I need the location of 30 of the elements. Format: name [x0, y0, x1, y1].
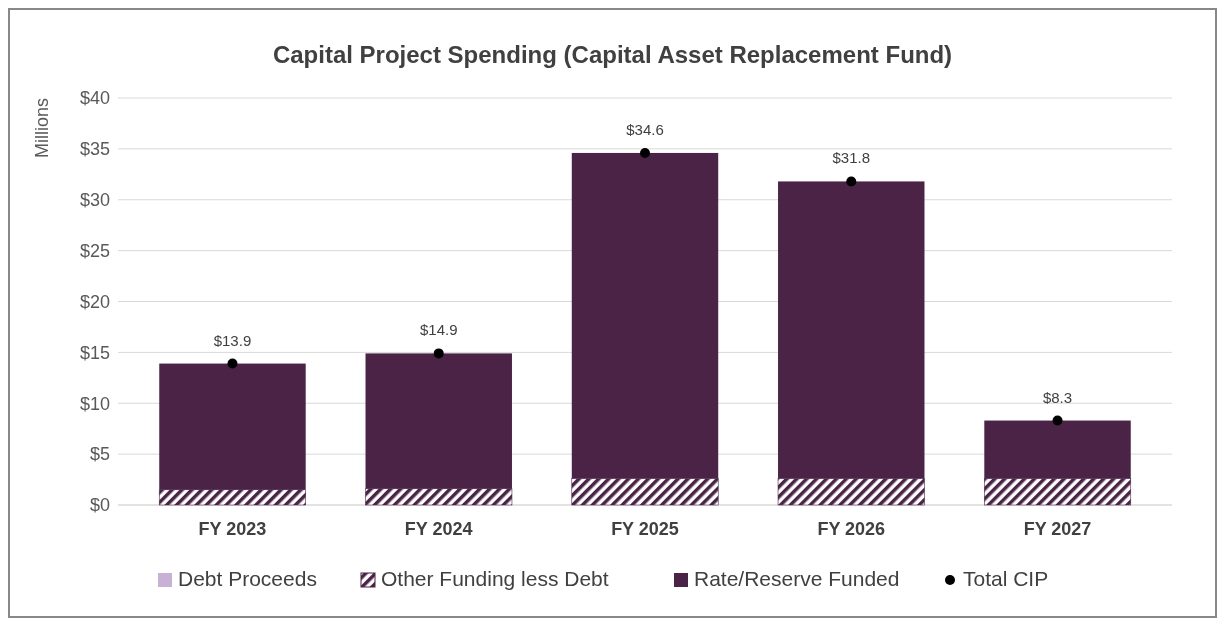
- y-tick-label: $25: [79, 240, 110, 261]
- y-tick-label: $20: [79, 291, 110, 312]
- point: [846, 176, 857, 187]
- x-tick-label: FY 2025: [611, 519, 679, 539]
- point: [227, 358, 238, 369]
- point: [1052, 415, 1063, 426]
- data-label: $8.3: [1042, 388, 1073, 406]
- x-tick-label: FY 2023: [198, 519, 267, 539]
- y-tick-label: $35: [79, 139, 110, 160]
- y-tick-label: $5: [89, 444, 110, 465]
- data-label: $34.6: [626, 120, 664, 138]
- y-tick-label: $40: [79, 88, 110, 109]
- x-tick-label: FY 2024: [404, 519, 473, 539]
- data-label: $31.8: [832, 149, 871, 167]
- y-tick-label: $15: [79, 342, 110, 363]
- x-tick-label: FY 2026: [817, 519, 886, 539]
- y-tick-label: $10: [79, 393, 110, 414]
- legend-label: Rate/Reserve Funded: [694, 567, 900, 590]
- point: [433, 348, 444, 359]
- x-tick-label: FY 2027: [1023, 519, 1092, 539]
- y-tick-label: $30: [79, 190, 110, 211]
- y-axis-title: Millions: [32, 97, 52, 159]
- point: [640, 147, 650, 158]
- chart-title: Capital Project Spending (Capital Asset Replacement Fund): [272, 41, 953, 68]
- legend-label: Other Funding less Debt: [381, 567, 609, 590]
- legend-label: Debt Proceeds: [178, 567, 317, 590]
- data-label: $13.9: [213, 331, 252, 349]
- legend-label: Total CIP: [963, 567, 1049, 590]
- data-label: $14.9: [419, 321, 458, 339]
- y-tick-label: $0: [89, 495, 110, 516]
